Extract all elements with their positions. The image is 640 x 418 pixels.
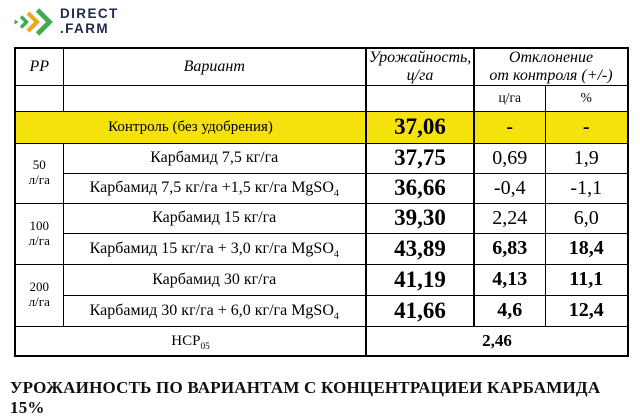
variant-cell: Карбамид 15 кг/га — [62, 202, 367, 234]
variant-subscript: 4 — [333, 311, 339, 322]
direct-farm-logo: DIRECT .FARM — [13, 7, 119, 37]
subheader-empty-yield — [365, 84, 475, 112]
hsr-row: НСР05 2,46 — [14, 325, 629, 357]
subheader-empty-pp — [14, 84, 64, 112]
table-row: 100 л/га Карбамид 15 кг/га 39,30 2,24 6,… — [14, 202, 629, 265]
variant-cell: Карбамид 15 кг/га + 3,0 кг/га MgSO4 — [62, 232, 367, 265]
variant-cell: Карбамид 7,5 кг/га +1,5 кг/га MgSO4 — [62, 172, 367, 204]
subheader-units: ц/га — [473, 84, 546, 112]
variant-text: Карбамид 15 кг/га — [152, 209, 277, 227]
yield-cell: 37,75 — [365, 142, 475, 174]
control-yield: 37,06 — [365, 110, 475, 144]
table-row: Карбамид 15 кг/га + 3,0 кг/га MgSO4 43,8… — [15, 232, 629, 265]
header-yield: Урожайность, ц/га — [365, 47, 475, 86]
variant-subscript: 4 — [333, 188, 339, 200]
logo-wordmark: DIRECT .FARM — [60, 6, 119, 36]
variant-text: Карбамид 15 кг/га + 3,0 кг/га MgSO — [89, 239, 334, 257]
dev-abs-cell: -0,4 — [473, 172, 546, 204]
rate-50: 50 л/га — [14, 142, 64, 204]
table-row: 200 л/га Карбамид 30 кг/га 41,19 4,13 11… — [14, 263, 629, 327]
dev-pct-cell: -1,1 — [544, 172, 629, 204]
control-dev-abs: - — [473, 110, 546, 144]
variant-text: Карбамид 30 кг/га — [152, 270, 277, 288]
dev-abs-cell: 6,83 — [473, 232, 546, 265]
dev-pct-cell: 11,1 — [544, 263, 629, 296]
header-row: РР Вариант Урожайность, ц/га Отклонение … — [14, 47, 629, 86]
dev-pct-cell: 6,0 — [544, 202, 629, 234]
yield-cell: 43,89 — [365, 232, 475, 265]
header-deviation: Отклонение от контроля (+/-) — [472, 47, 629, 86]
table-row: Карбамид 7,5 кг/га +1,5 кг/га MgSO4 36,6… — [15, 172, 629, 204]
variant-cell: Карбамид 7,5 кг/га — [62, 142, 367, 174]
subheader-percent: % — [544, 84, 629, 112]
variant-subscript: 4 — [333, 249, 339, 260]
yield-cell: 41,19 — [365, 263, 475, 296]
header-variant: Вариант — [62, 47, 367, 86]
subheader-row: ц/га % — [14, 84, 629, 112]
control-dev-pct: - — [544, 110, 629, 144]
header-pp: РР — [14, 47, 64, 86]
hsr-label-subscript: 05 — [200, 341, 210, 352]
rate-200: 200 л/га — [14, 263, 64, 327]
figure-caption: УРОЖАИНОСТЬ ПО ВАРИАНТАМ С КОНЦЕНТРАЦИЕИ… — [10, 378, 601, 417]
yield-cell: 39,30 — [365, 202, 475, 234]
dev-abs-cell: 4,13 — [473, 263, 546, 296]
chevrons-logo-icon — [14, 8, 53, 36]
variant-text: Карбамид 30 кг/га + 6,0 кг/га MgSO — [89, 301, 334, 319]
hsr-label-cell: НСР05 — [14, 325, 367, 357]
subheader-empty-variant — [62, 84, 367, 112]
variant-text: Карбамид 7,5 кг/га +1,5 кг/га MgSO — [89, 179, 334, 197]
dev-abs-cell: 4,6 — [473, 294, 546, 327]
control-label: Контроль (без удобрения) — [14, 110, 367, 144]
dev-abs-cell: 2,24 — [473, 202, 546, 234]
yield-cell: 36,66 — [365, 172, 475, 204]
table-row: 50 л/га Карбамид 7,5 кг/га 37,75 0,69 1,… — [14, 142, 629, 204]
variant-cell: Карбамид 30 кг/га — [62, 263, 367, 296]
variant-cell: Карбамид 30 кг/га + 6,0 кг/га MgSO4 — [62, 294, 367, 327]
dev-pct-cell: 12,4 — [544, 294, 629, 327]
hsr-label: НСР — [171, 332, 201, 349]
hsr-value: 2,46 — [364, 325, 629, 357]
table-row: Карбамид 30 кг/га + 6,0 кг/га MgSO4 41,6… — [15, 294, 629, 327]
dev-pct-cell: 18,4 — [544, 232, 629, 265]
yield-cell: 41,66 — [365, 294, 475, 327]
variant-text: Карбамид 7,5 кг/га — [150, 149, 279, 167]
control-row: Контроль (без удобрения) 37,06 - - — [14, 110, 629, 144]
yield-results-table: РР Вариант Урожайность, ц/га Отклонение … — [14, 47, 630, 358]
dev-pct-cell: 1,9 — [544, 142, 629, 174]
rate-100: 100 л/га — [14, 202, 64, 265]
dev-abs-cell: 0,69 — [473, 142, 546, 174]
